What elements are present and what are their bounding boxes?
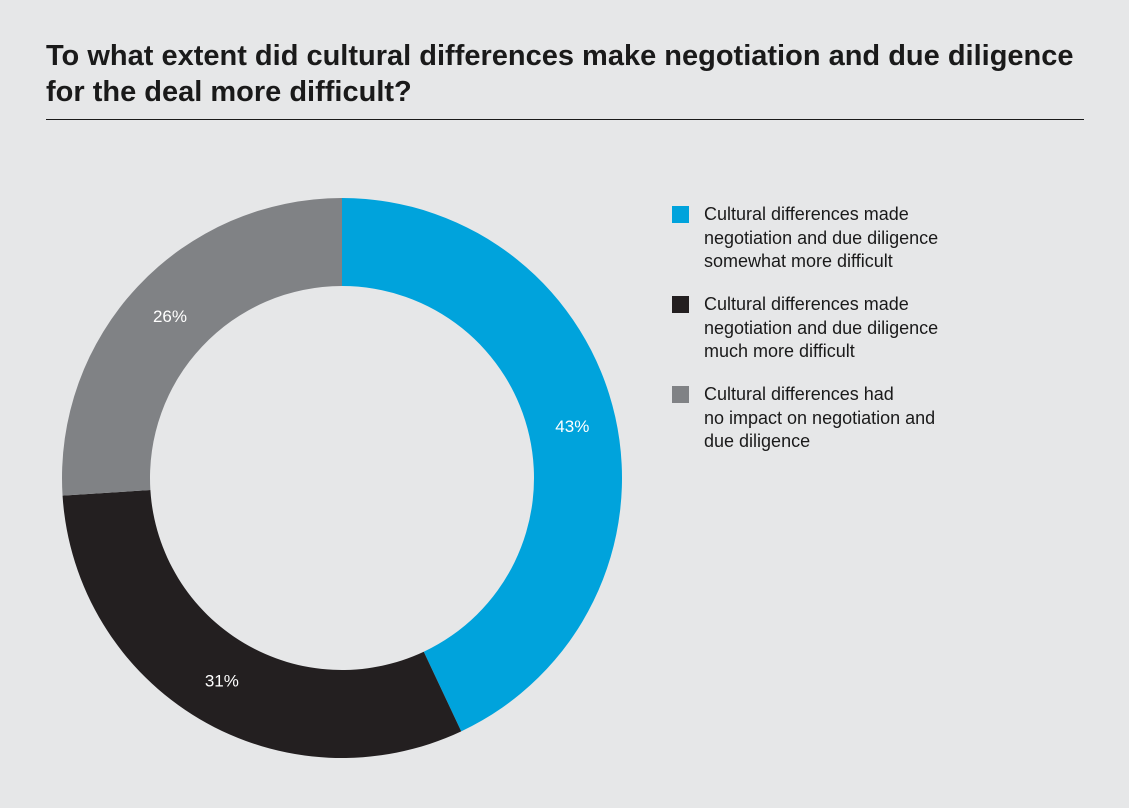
- slice-label-no-impact: 26%: [153, 307, 187, 326]
- legend-swatch-no-impact: [672, 386, 689, 403]
- legend-item-somewhat-more-difficult: Cultural differences made negotiation an…: [672, 203, 992, 277]
- legend-swatch-somewhat-more-difficult: [672, 206, 689, 223]
- donut-slice-no-impact: [62, 198, 342, 496]
- title-divider: [46, 119, 1084, 120]
- legend: Cultural differences made negotiation an…: [672, 203, 992, 473]
- legend-label-no-impact: Cultural differences had no impact on ne…: [704, 384, 936, 451]
- legend-swatch-much-more-difficult: [672, 296, 689, 313]
- legend-item-much-more-difficult: Cultural differences made negotiation an…: [672, 293, 992, 367]
- legend-item-no-impact: Cultural differences had no impact on ne…: [672, 383, 992, 457]
- slice-label-somewhat-more-difficult: 43%: [555, 417, 589, 436]
- legend-label-somewhat-more-difficult: Cultural differences made negotiation an…: [704, 204, 939, 271]
- legend-label-much-more-difficult: Cultural differences made negotiation an…: [704, 294, 939, 361]
- slice-label-much-more-difficult: 31%: [205, 672, 239, 691]
- donut-slice-somewhat-more-difficult: [342, 198, 622, 732]
- chart-title: To what extent did cultural differences …: [46, 40, 1074, 108]
- donut-slice-much-more-difficult: [62, 490, 462, 758]
